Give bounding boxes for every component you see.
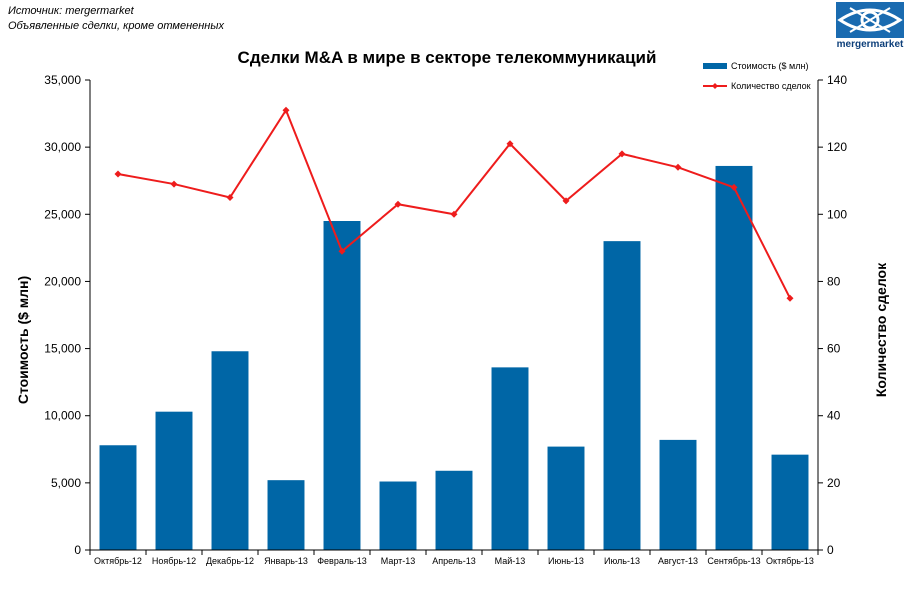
x-tick-label: Октябрь-13 <box>766 556 814 566</box>
y2-tick-label: 0 <box>827 543 834 557</box>
y2-tick-label: 140 <box>827 73 847 87</box>
line-path <box>117 108 791 299</box>
left-axis-ticks: 0 5,000 10,000 15,000 20,000 25,000 30,000 35,0… <box>44 73 90 557</box>
bar-3 <box>267 480 305 550</box>
y-tick-label: 35,000 <box>44 73 81 87</box>
line-point-12 <box>786 294 794 302</box>
x-tick-label: Июнь-13 <box>548 556 584 566</box>
y-tick-label: 10,000 <box>44 409 81 423</box>
bar-6 <box>435 470 473 550</box>
line-point-7 <box>506 140 514 148</box>
line-point-6 <box>450 210 458 218</box>
line-point-10 <box>674 163 682 171</box>
x-tick-label: Апрель-13 <box>432 556 476 566</box>
y-tick-label: 20,000 <box>44 274 81 288</box>
x-tick-label: Сентябрь-13 <box>707 556 760 566</box>
line-point-11 <box>730 183 738 191</box>
y2-tick-label: 60 <box>827 342 841 356</box>
x-tick-label: Декабрь-12 <box>206 556 254 566</box>
x-tick-label: Август-13 <box>658 556 698 566</box>
legend-swatch-bars <box>703 63 727 69</box>
source-note: Источник: mergermarket Объявленные сделк… <box>8 4 224 34</box>
bar-5 <box>379 481 417 550</box>
bar-2 <box>211 351 249 550</box>
x-tick-label: Февраль-13 <box>317 556 367 566</box>
y2-tick-label: 80 <box>827 274 841 288</box>
y-tick-label: 30,000 <box>44 140 81 154</box>
line-point-4 <box>338 247 346 255</box>
y2-tick-label: 20 <box>827 476 841 490</box>
bar-10 <box>659 439 697 550</box>
y2-tick-label: 100 <box>827 207 847 221</box>
y-tick-label: 15,000 <box>44 342 81 356</box>
source-line-1: Источник: mergermarket <box>8 5 134 17</box>
x-tick-label: Ноябрь-12 <box>152 556 196 566</box>
line-series <box>114 106 794 302</box>
x-axis-ticks: Октябрь-12 Ноябрь-12 Декабрь-12 Январь-13 Фе… <box>89 550 819 566</box>
eye-icon <box>836 2 904 38</box>
line-point-9 <box>618 150 626 158</box>
line-point-1 <box>170 180 178 188</box>
x-tick-label: Октябрь-12 <box>94 556 142 566</box>
x-tick-label: Июль-13 <box>604 556 640 566</box>
y2-tick-label: 120 <box>827 140 847 154</box>
x-tick-label: Январь-13 <box>264 556 308 566</box>
mergermarket-logo: mergermarket <box>834 2 906 52</box>
line-point-3 <box>282 106 290 114</box>
bar-8 <box>547 446 585 550</box>
legend-label-line: Количество сделок <box>731 81 811 91</box>
y2-tick-label: 40 <box>827 409 841 423</box>
y-tick-label: 25,000 <box>44 207 81 221</box>
line-point-0 <box>114 170 122 178</box>
line-point-8 <box>562 197 570 205</box>
x-tick-label: Май-13 <box>495 556 526 566</box>
bar-0 <box>99 445 137 550</box>
y-axis-label: Стоимость ($ млн) <box>15 276 31 404</box>
bar-4 <box>323 221 361 550</box>
legend-label-bars: Стоимость ($ млн) <box>731 61 808 71</box>
source-line-2: Объявленные сделки, кроме отмененных <box>8 20 224 32</box>
y-tick-label: 5,000 <box>51 476 81 490</box>
bar-7 <box>491 367 529 550</box>
bar-11 <box>715 165 753 550</box>
bar-1 <box>155 411 193 550</box>
bar-series <box>99 165 809 550</box>
bar-12 <box>771 454 809 550</box>
right-axis-ticks: 0 20 40 60 80 100 120 140 <box>818 73 847 557</box>
line-point-2 <box>226 194 234 201</box>
line-point-5 <box>394 200 402 208</box>
legend: Стоимость ($ млн) Количество сделок <box>703 61 811 91</box>
logo-text: mergermarket <box>836 39 904 50</box>
bar-9 <box>603 241 641 550</box>
legend-swatch-marker <box>712 83 718 89</box>
chart-title: Сделки M&A в мире в секторе телекоммуник… <box>238 48 657 67</box>
y-tick-label: 0 <box>74 543 81 557</box>
y2-axis-label: Количество сделок <box>873 262 889 397</box>
x-tick-label: Март-13 <box>381 556 416 566</box>
